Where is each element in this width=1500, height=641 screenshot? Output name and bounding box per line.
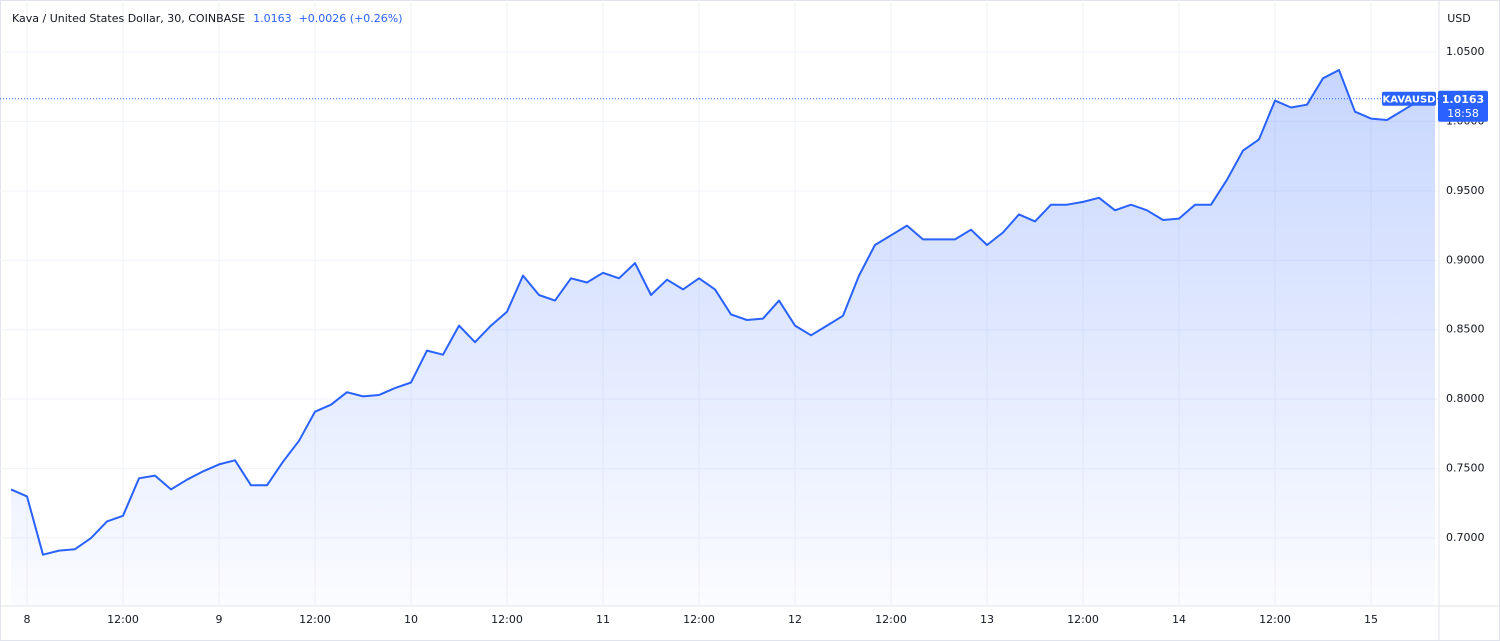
price-badge	[1438, 90, 1488, 122]
x-tick-label: 12:00	[1067, 613, 1099, 626]
x-tick-label: 8	[24, 613, 31, 626]
price-line	[10, 69, 1436, 556]
x-tick-label: 12:00	[491, 613, 523, 626]
y-tick-label: 0.9000	[1446, 253, 1485, 266]
x-tick-label: 10	[404, 613, 418, 626]
x-tick-label: 12:00	[1259, 613, 1291, 626]
price-badge-label: 1.0163	[1442, 93, 1484, 106]
area-fill	[11, 70, 1435, 605]
y-tick-label: 0.9500	[1446, 184, 1485, 197]
x-tick-label: 15	[1364, 613, 1378, 626]
ticker-label: KAVAUSD	[1383, 94, 1436, 105]
x-tick-label: 12	[788, 613, 802, 626]
x-tick-label: 12:00	[683, 613, 715, 626]
x-tick-label: 11	[596, 613, 610, 626]
x-tick-label: 12:00	[875, 613, 907, 626]
currency: USD	[1447, 12, 1471, 25]
x-tick-label: 12:00	[107, 613, 139, 626]
countdown-label: 18:58	[1447, 107, 1479, 120]
x-tick-label: 12:00	[299, 613, 331, 626]
y-tick-label: 0.8000	[1446, 392, 1485, 405]
price-change: +0.0026 (+0.26%)	[299, 12, 403, 25]
y-tick-label: 0.7500	[1446, 462, 1485, 475]
y-tick-label: 0.8500	[1446, 323, 1485, 336]
symbol-title: Kava / United States Dollar, 30, COINBAS…	[12, 12, 245, 25]
last-price: 1.0163	[253, 12, 292, 25]
ticker-badge	[1382, 91, 1436, 106]
y-tick-label: 0.7000	[1446, 531, 1485, 544]
x-tick-label: 13	[980, 613, 994, 626]
x-tick-label: 14	[1172, 613, 1186, 626]
x-tick-label: 9	[216, 613, 223, 626]
y-tick-label: 1.0500	[1446, 45, 1485, 58]
